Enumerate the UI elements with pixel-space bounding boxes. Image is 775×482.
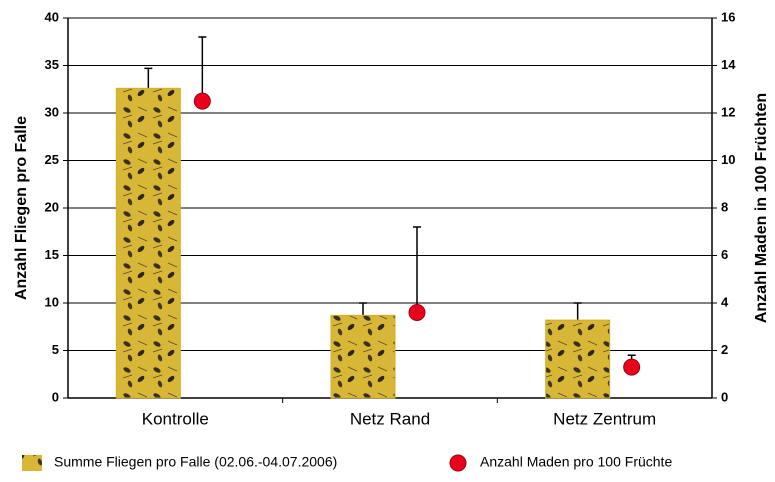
y-tick-label: 40: [45, 9, 59, 24]
y2-tick-label: 14: [721, 57, 736, 72]
point: [623, 358, 641, 376]
y-tick-label: 15: [45, 247, 59, 262]
y2-axis-label: Anzahl Maden in 100 Früchten: [753, 93, 770, 323]
bar: [330, 314, 396, 399]
y2-tick-label: 0: [721, 389, 728, 404]
bar: [545, 319, 611, 399]
y2-tick-label: 2: [721, 342, 728, 357]
y-tick-label: 20: [45, 199, 59, 214]
x-tick-label: Kontrolle: [142, 409, 209, 428]
legend-swatch: [22, 455, 42, 471]
legend-label: Summe Fliegen pro Falle (02.06.-04.07.20…: [54, 454, 337, 470]
bar: [115, 87, 181, 399]
legend-swatch: [449, 454, 467, 472]
point: [408, 304, 426, 321]
y-tick-label: 0: [52, 389, 59, 404]
y2-tick-label: 8: [721, 199, 728, 214]
y2-tick-label: 10: [721, 152, 735, 167]
y-tick-label: 35: [45, 57, 59, 72]
y-tick-label: 5: [52, 342, 59, 357]
y-tick-label: 25: [45, 152, 59, 167]
point: [193, 92, 211, 110]
y-axis-label: Anzahl Fliegen pro Falle: [13, 116, 30, 300]
x-tick-label: Netz Rand: [350, 409, 430, 428]
y2-tick-label: 4: [721, 294, 729, 309]
y2-tick-label: 12: [721, 104, 735, 119]
x-tick-label: Netz Zentrum: [553, 409, 656, 428]
y2-tick-label: 16: [721, 9, 735, 24]
legend-label: Anzahl Maden pro 100 Früchte: [480, 454, 672, 470]
y2-tick-label: 6: [721, 247, 728, 262]
y-tick-label: 30: [45, 104, 59, 119]
y-tick-label: 10: [45, 294, 59, 309]
